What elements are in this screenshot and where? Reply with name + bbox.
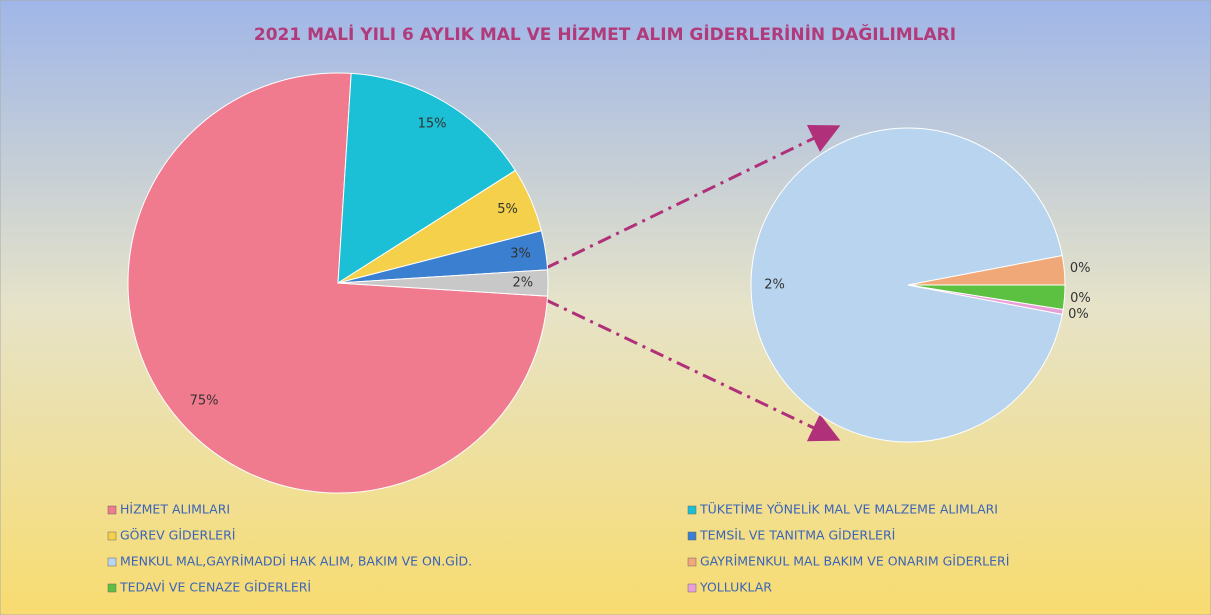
legend-swatch [107, 557, 117, 567]
data-label: 0% [1070, 261, 1091, 276]
legend-swatch [687, 583, 697, 593]
pie-slice [337, 269, 549, 297]
legend-label: GÖREV GİDERLERİ [120, 527, 235, 543]
pie-slice [337, 72, 516, 284]
legend-label: MENKUL MAL,GAYRİMADDİ HAK ALIM, BAKIM VE… [120, 554, 472, 569]
data-label: 75% [190, 394, 219, 409]
legend-label: TEMSİL VE TANITMA GİDERLERİ [699, 528, 895, 543]
data-label: 0% [1068, 307, 1089, 322]
legend-label: YOLLUKLAR [699, 580, 772, 595]
legend-swatch [687, 557, 697, 567]
connector [545, 124, 841, 270]
pie-slice [907, 284, 1064, 316]
chart-title: 2021 MALİ YILI 6 AYLIK MAL VE HİZMET ALI… [254, 23, 956, 45]
legend-label: TÜKETİME YÖNELİK MAL VE MALZEME ALIMLARI [699, 501, 998, 517]
legend-swatch [107, 531, 117, 541]
data-label: 2% [512, 276, 533, 291]
legend-label: GAYRİMENKUL MAL BAKIM VE ONARIM GİDERLER… [700, 554, 1009, 569]
data-label: 5% [497, 202, 518, 217]
legend-swatch [107, 505, 117, 515]
data-label: 15% [418, 116, 447, 131]
data-label: 3% [510, 247, 531, 262]
connector [545, 298, 841, 442]
legend-label: TEDAVİ VE CENAZE GİDERLERİ [119, 580, 311, 595]
data-label: 2% [764, 278, 785, 293]
pie-slice [750, 127, 1063, 443]
data-label: 0% [1070, 291, 1091, 306]
legend-swatch [687, 531, 697, 541]
legend-swatch [687, 505, 697, 515]
legend-label: HİZMET ALIMLARI [120, 502, 230, 517]
legend-swatch [107, 583, 117, 593]
